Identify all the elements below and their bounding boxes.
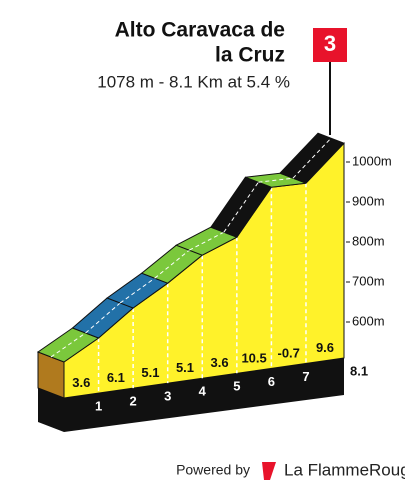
title-line: la Cruz bbox=[215, 44, 285, 67]
road-segment bbox=[279, 132, 345, 184]
road-centerline bbox=[223, 181, 259, 233]
km-label: 4 bbox=[199, 384, 207, 399]
gradient-label: 5.1 bbox=[176, 360, 194, 375]
gradient-label: 3.6 bbox=[211, 355, 229, 370]
road-centerline bbox=[154, 249, 190, 279]
road-centerline bbox=[50, 332, 86, 358]
subtitle: 1078 m - 8.1 Km at 5.4 % bbox=[97, 72, 290, 91]
gradient-label: 6.1 bbox=[107, 370, 125, 385]
brand-logo bbox=[262, 462, 276, 480]
km-label: 5 bbox=[233, 379, 240, 394]
gradient-label: -0.7 bbox=[277, 345, 299, 360]
gradient-label: 10.5 bbox=[241, 350, 266, 365]
road-centerline bbox=[119, 277, 155, 304]
y-tick-label: 1000m bbox=[352, 153, 392, 168]
gradient-label: 3.6 bbox=[72, 375, 90, 390]
title-line: Alto Caravaca de bbox=[115, 19, 285, 42]
gradient-label: 5.1 bbox=[141, 365, 159, 380]
km-label: 3 bbox=[164, 389, 171, 404]
category-label: 3 bbox=[324, 31, 336, 56]
powered-by: Powered by bbox=[176, 462, 250, 478]
profile: 600m 700m 800m 900m 1000m 1 2 3 4 5 6 7 8.1 3.6 6.1 5.1… bbox=[36, 132, 392, 432]
base-side bbox=[38, 388, 64, 432]
base-front bbox=[64, 358, 344, 432]
km-label: 7 bbox=[302, 369, 309, 384]
road-centerline bbox=[258, 177, 294, 183]
km-label: 2 bbox=[130, 394, 137, 409]
brand-name: La FlammeRouge bbox=[284, 460, 405, 479]
category-flag bbox=[313, 28, 347, 62]
gradient-label: 9.6 bbox=[316, 340, 334, 355]
distance-label: 8.1 bbox=[350, 363, 368, 378]
y-tick-label: 700m bbox=[352, 273, 385, 288]
km-label: 1 bbox=[95, 398, 102, 413]
y-tick-label: 800m bbox=[352, 233, 385, 248]
road-centerline bbox=[85, 302, 121, 334]
y-tick-label: 600m bbox=[352, 313, 385, 328]
y-tick-label: 900m bbox=[352, 193, 385, 208]
km-label: 6 bbox=[268, 374, 275, 389]
road-centerline bbox=[292, 137, 332, 179]
